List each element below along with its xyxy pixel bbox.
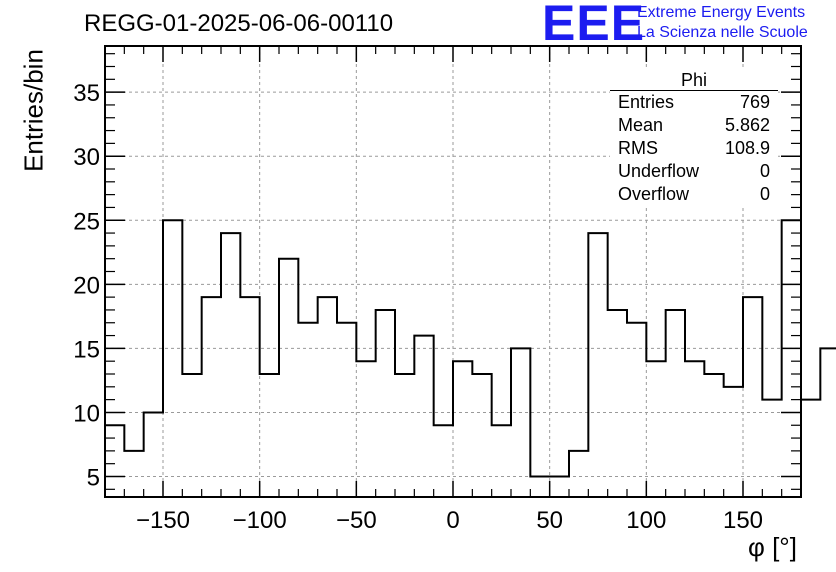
y-tick-label: 25 — [73, 208, 100, 235]
x-tick-label: 150 — [723, 507, 763, 534]
logo-subtitle-line1: Extreme Energy Events — [637, 4, 806, 21]
stats-value: 5.862 — [724, 115, 770, 135]
stats-label: Mean — [618, 115, 664, 135]
x-tick-label: 50 — [536, 507, 563, 534]
stats-label: Entries — [618, 92, 675, 112]
stats-value: 0 — [759, 184, 770, 204]
stats-value: 769 — [739, 92, 770, 112]
stats-label: RMS — [618, 138, 658, 158]
x-tick-label: −100 — [233, 507, 287, 534]
stats-box: Phi Entries 769 Mean 5.862 RMS 108.9 Und… — [610, 70, 778, 206]
x-axis-label: φ [°] — [748, 532, 797, 562]
stats-row-rms: RMS 108.9 — [610, 137, 778, 160]
axis-ticks — [104, 46, 802, 497]
stats-value: 0 — [759, 161, 770, 181]
stats-value: 108.9 — [724, 138, 770, 158]
y-tick-label: 10 — [73, 400, 100, 427]
tick-labels: −150 −100 −50 0 50 100 150 5 10 15 20 25 30 35 — [73, 80, 763, 534]
y-tick-label: 15 — [73, 336, 100, 363]
stats-row-overflow: Overflow 0 — [610, 183, 778, 206]
y-tick-label: 5 — [87, 465, 100, 492]
stats-row-mean: Mean 5.862 — [610, 114, 778, 137]
stats-row-entries: Entries 769 — [610, 91, 778, 114]
y-tick-label: 35 — [73, 80, 100, 107]
stats-row-underflow: Underflow 0 — [610, 160, 778, 183]
x-tick-label: 100 — [626, 507, 666, 534]
x-tick-label: −50 — [336, 507, 377, 534]
stats-title: Phi — [610, 70, 778, 91]
plot-frame — [104, 45, 802, 498]
logo-subtitle-line2: La Scienza nelle Scuole — [637, 24, 808, 41]
chart-title: REGG-01-2025-06-06-00110 — [84, 10, 394, 37]
stats-label: Underflow — [618, 161, 700, 181]
y-tick-label: 20 — [73, 272, 100, 299]
y-tick-label: 30 — [73, 144, 100, 171]
x-tick-label: −150 — [136, 507, 190, 534]
eee-logo: EEE — [542, 0, 646, 51]
stats-label: Overflow — [618, 184, 690, 204]
x-tick-label: 0 — [446, 507, 459, 534]
histogram-line — [105, 219, 836, 478]
y-axis-label: Entries/bin — [18, 49, 49, 172]
